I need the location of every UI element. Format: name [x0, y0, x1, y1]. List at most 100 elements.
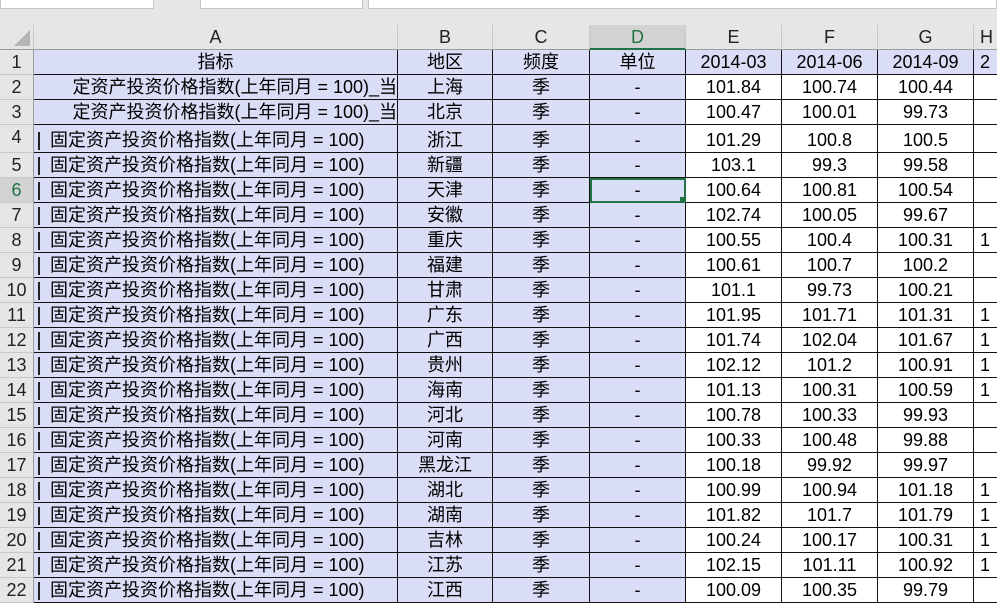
cell-D12[interactable]: - [590, 328, 686, 353]
cell-H12[interactable]: 1 [974, 328, 997, 353]
cell-F7[interactable]: 100.05 [782, 203, 878, 228]
row-header[interactable]: 18 [0, 478, 34, 503]
cell-B16[interactable]: 河南 [398, 428, 493, 453]
cell-G4[interactable]: 100.5 [878, 125, 974, 153]
cell-H11[interactable]: 1 [974, 303, 997, 328]
cell-F10[interactable]: 99.73 [782, 278, 878, 303]
cell-C14[interactable]: 季 [493, 378, 590, 403]
row-header[interactable]: 16 [0, 428, 34, 453]
cell-E15[interactable]: 100.78 [686, 403, 782, 428]
row-header[interactable]: 12 [0, 328, 34, 353]
cell-B9[interactable]: 福建 [398, 253, 493, 278]
cell-F8[interactable]: 100.4 [782, 228, 878, 253]
cell-D4[interactable]: - [590, 125, 686, 153]
cell-F16[interactable]: 100.48 [782, 428, 878, 453]
cell-B18[interactable]: 湖北 [398, 478, 493, 503]
cell-C19[interactable]: 季 [493, 503, 590, 528]
cell-G12[interactable]: 101.67 [878, 328, 974, 353]
cell-H21[interactable]: 1 [974, 553, 997, 578]
cell-D19[interactable]: - [590, 503, 686, 528]
row-header[interactable]: 21 [0, 553, 34, 578]
cell-E17[interactable]: 100.18 [686, 453, 782, 478]
cell-D10[interactable]: - [590, 278, 686, 303]
cell-D17[interactable]: - [590, 453, 686, 478]
cell-F15[interactable]: 100.33 [782, 403, 878, 428]
cell-G9[interactable]: 100.2 [878, 253, 974, 278]
cell-C3[interactable]: 季 [493, 100, 590, 125]
row-header[interactable]: 14 [0, 378, 34, 403]
cell-C8[interactable]: 季 [493, 228, 590, 253]
cell-C4[interactable]: 季 [493, 125, 590, 153]
row-header[interactable]: 4 [0, 125, 34, 153]
cell-H10[interactable] [974, 278, 997, 303]
cell-H13[interactable]: 1 [974, 353, 997, 378]
formula-toolbar[interactable] [200, 0, 363, 9]
cell-D22[interactable]: - [590, 578, 686, 603]
cell-F19[interactable]: 101.7 [782, 503, 878, 528]
cell-G22[interactable]: 99.79 [878, 578, 974, 603]
cell-B5[interactable]: 新疆 [398, 153, 493, 178]
cell-E22[interactable]: 100.09 [686, 578, 782, 603]
formula-bar[interactable] [368, 0, 997, 9]
cell-E7[interactable]: 102.74 [686, 203, 782, 228]
cell-A15[interactable]: 固定资产投资价格指数(上年同月 = 100) [34, 403, 398, 428]
cell-A5[interactable]: 固定资产投资价格指数(上年同月 = 100) [34, 153, 398, 178]
cell-F13[interactable]: 101.2 [782, 353, 878, 378]
cell-H15[interactable] [974, 403, 997, 428]
cell-A14[interactable]: 固定资产投资价格指数(上年同月 = 100) [34, 378, 398, 403]
cell-D2[interactable]: - [590, 75, 686, 100]
cell-E16[interactable]: 100.33 [686, 428, 782, 453]
cell-D9[interactable]: - [590, 253, 686, 278]
cell-H14[interactable]: 1 [974, 378, 997, 403]
column-header-A[interactable]: A [34, 25, 398, 50]
cell-G16[interactable]: 99.88 [878, 428, 974, 453]
cell-A22[interactable]: 固定资产投资价格指数(上年同月 = 100) [34, 578, 398, 603]
cell-A3[interactable]: 定资产投资价格指数(上年同月 = 100)_当 [34, 100, 398, 125]
cell-B13[interactable]: 贵州 [398, 353, 493, 378]
cell-F22[interactable]: 100.35 [782, 578, 878, 603]
cell-F12[interactable]: 102.04 [782, 328, 878, 353]
cell-B7[interactable]: 安徽 [398, 203, 493, 228]
row-header[interactable]: 22 [0, 578, 34, 603]
cell-C9[interactable]: 季 [493, 253, 590, 278]
column-header-B[interactable]: B [398, 25, 493, 50]
cell-G14[interactable]: 100.59 [878, 378, 974, 403]
cell-E21[interactable]: 102.15 [686, 553, 782, 578]
header-cell[interactable]: 2014-09 [878, 50, 974, 75]
cell-C2[interactable]: 季 [493, 75, 590, 100]
cell-B6[interactable]: 天津 [398, 178, 493, 203]
cell-B4[interactable]: 浙江 [398, 125, 493, 153]
cell-C15[interactable]: 季 [493, 403, 590, 428]
cell-H7[interactable] [974, 203, 997, 228]
cell-D16[interactable]: - [590, 428, 686, 453]
cell-G13[interactable]: 100.91 [878, 353, 974, 378]
row-header[interactable]: 1 [0, 50, 34, 75]
cell-E4[interactable]: 101.29 [686, 125, 782, 153]
cell-D18[interactable]: - [590, 478, 686, 503]
cell-F6[interactable]: 100.81 [782, 178, 878, 203]
cell-B10[interactable]: 甘肃 [398, 278, 493, 303]
cell-E8[interactable]: 100.55 [686, 228, 782, 253]
cell-G19[interactable]: 101.79 [878, 503, 974, 528]
column-header-H[interactable]: H [974, 25, 997, 50]
cell-A17[interactable]: 固定资产投资价格指数(上年同月 = 100) [34, 453, 398, 478]
cell-E18[interactable]: 100.99 [686, 478, 782, 503]
header-cell[interactable]: 2014-06 [782, 50, 878, 75]
cell-D20[interactable]: - [590, 528, 686, 553]
cell-B17[interactable]: 黑龙江 [398, 453, 493, 478]
cell-B2[interactable]: 上海 [398, 75, 493, 100]
cell-H16[interactable] [974, 428, 997, 453]
cell-A13[interactable]: 固定资产投资价格指数(上年同月 = 100) [34, 353, 398, 378]
cell-B22[interactable]: 江西 [398, 578, 493, 603]
header-cell[interactable]: 2 [974, 50, 997, 75]
cell-B12[interactable]: 广西 [398, 328, 493, 353]
row-header[interactable]: 8 [0, 228, 34, 253]
header-cell[interactable]: 指标 [34, 50, 398, 75]
cell-G21[interactable]: 100.92 [878, 553, 974, 578]
cell-E12[interactable]: 101.74 [686, 328, 782, 353]
cell-A2[interactable]: 定资产投资价格指数(上年同月 = 100)_当 [34, 75, 398, 100]
name-box[interactable] [0, 0, 154, 9]
cell-A11[interactable]: 固定资产投资价格指数(上年同月 = 100) [34, 303, 398, 328]
cell-H19[interactable]: 1 [974, 503, 997, 528]
cell-H4[interactable] [974, 125, 997, 153]
